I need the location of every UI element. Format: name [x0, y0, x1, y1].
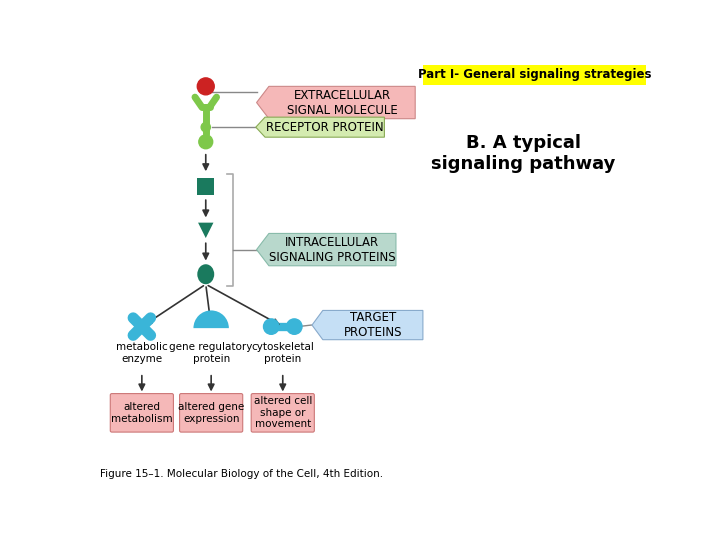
- FancyBboxPatch shape: [197, 178, 215, 195]
- Polygon shape: [256, 117, 384, 137]
- Text: TARGET
PROTEINS: TARGET PROTEINS: [343, 311, 402, 339]
- Text: INTRACELLULAR
SIGNALING PROTEINS: INTRACELLULAR SIGNALING PROTEINS: [269, 235, 396, 264]
- Ellipse shape: [197, 264, 215, 284]
- Polygon shape: [256, 233, 396, 266]
- Circle shape: [287, 319, 302, 334]
- Text: metabolic
enzyme: metabolic enzyme: [116, 342, 168, 363]
- Circle shape: [201, 123, 210, 132]
- Polygon shape: [198, 222, 213, 238]
- Polygon shape: [423, 65, 647, 85]
- Text: EXTRACELLULAR
SIGNAL MOLECULE: EXTRACELLULAR SIGNAL MOLECULE: [287, 89, 397, 117]
- Circle shape: [264, 319, 279, 334]
- Text: altered gene
expression: altered gene expression: [178, 402, 244, 424]
- Text: cytoskeletal
protein: cytoskeletal protein: [251, 342, 314, 363]
- Polygon shape: [256, 86, 415, 119]
- Circle shape: [199, 135, 212, 148]
- FancyBboxPatch shape: [110, 394, 174, 432]
- FancyBboxPatch shape: [251, 394, 315, 432]
- Text: altered cell
shape or
movement: altered cell shape or movement: [253, 396, 312, 429]
- Polygon shape: [312, 310, 423, 340]
- Circle shape: [197, 78, 215, 95]
- Text: RECEPTOR PROTEIN: RECEPTOR PROTEIN: [266, 120, 384, 134]
- Text: altered
metabolism: altered metabolism: [111, 402, 173, 424]
- Text: B. A typical
signaling pathway: B. A typical signaling pathway: [431, 134, 615, 173]
- Text: Figure 15–1. Molecular Biology of the Cell, 4th Edition.: Figure 15–1. Molecular Biology of the Ce…: [99, 469, 382, 480]
- Wedge shape: [194, 310, 229, 328]
- Text: gene regulatory
protein: gene regulatory protein: [169, 342, 253, 363]
- Text: Part I- General signaling strategies: Part I- General signaling strategies: [418, 68, 652, 82]
- FancyBboxPatch shape: [179, 394, 243, 432]
